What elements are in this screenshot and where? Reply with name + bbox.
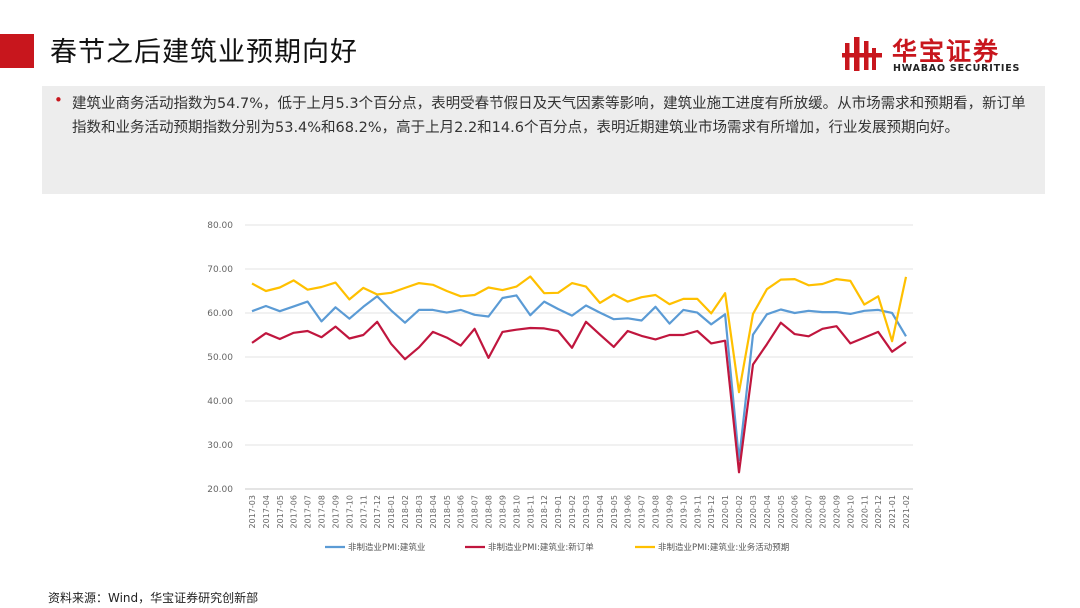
x-tick-label: 2018-08 — [485, 495, 494, 528]
x-tick-label: 2021-01 — [888, 495, 897, 528]
x-tick-label: 2020-03 — [749, 495, 758, 528]
x-tick-label: 2019-06 — [624, 495, 633, 528]
x-tick-label: 2019-08 — [652, 495, 661, 528]
x-tick-label: 2020-02 — [735, 495, 744, 528]
y-tick-label: 20.00 — [207, 485, 233, 495]
legend-label: 非制造业PMI:建筑业:业务活动预期 — [658, 542, 789, 553]
x-tick-label: 2019-11 — [693, 495, 702, 528]
chart-legend: 非制造业PMI:建筑业 非制造业PMI:建筑业:新订单 非制造业PMI:建筑业:业务… — [325, 542, 789, 553]
series-line-1 — [251, 294, 907, 462]
x-tick-label: 2018-04 — [429, 495, 438, 528]
x-tick-label: 2018-10 — [512, 495, 521, 528]
x-tick-label: 2017-05 — [276, 495, 285, 528]
x-tick-label: 2020-05 — [777, 495, 786, 528]
chart-series — [251, 275, 908, 474]
legend-label: 非制造业PMI:建筑业:新订单 — [488, 542, 594, 553]
y-tick-label: 50.00 — [207, 353, 233, 363]
y-axis-ticks: 20.00 30.00 40.00 50.00 60.00 70.00 80.00 — [207, 221, 233, 495]
x-tick-label: 2018-12 — [540, 495, 549, 528]
x-tick-label: 2019-02 — [568, 495, 577, 528]
x-tick-label: 2020-07 — [805, 495, 814, 528]
x-tick-label: 2019-12 — [707, 495, 716, 528]
x-tick-label: 2018-02 — [401, 495, 410, 528]
series-line-3 — [251, 275, 908, 394]
x-tick-label: 2017-11 — [359, 495, 368, 528]
bullet-marker: • — [54, 91, 63, 109]
x-tick-label: 2020-09 — [832, 495, 841, 528]
x-tick-label: 2017-10 — [345, 495, 354, 528]
summary-text: 建筑业商务活动指数为54.7%，低于上月5.3个百分点，表明受春节假日及天气因素… — [72, 96, 1026, 136]
logo-text-cn: 华宝证券 — [892, 37, 1001, 66]
x-tick-label: 2020-08 — [819, 495, 828, 528]
x-tick-label: 2018-06 — [457, 495, 466, 528]
title-accent-bar — [0, 34, 34, 68]
x-axis-ticks: 2017-03 2017-04 2017-05 2017-06 2017-07 2017-… — [248, 495, 911, 528]
x-tick-label: 2020-12 — [874, 495, 883, 528]
y-tick-label: 30.00 — [207, 441, 233, 451]
x-tick-label: 2018-11 — [526, 495, 535, 528]
x-tick-label: 2017-06 — [290, 495, 299, 528]
x-tick-label: 2017-04 — [262, 495, 271, 528]
brand-logo: 华宝证券 HWABAO SECURITIES — [842, 34, 1042, 74]
page-title: 春节之后建筑业预期向好 — [50, 37, 358, 68]
x-tick-label: 2020-01 — [721, 495, 730, 528]
x-tick-label: 2020-11 — [860, 495, 869, 528]
x-tick-label: 2020-04 — [763, 495, 772, 528]
x-tick-label: 2018-07 — [471, 495, 480, 528]
logo-mark-icon — [842, 37, 882, 71]
x-tick-label: 2017-12 — [373, 495, 382, 528]
y-tick-label: 60.00 — [207, 309, 233, 319]
x-tick-label: 2019-04 — [596, 495, 605, 528]
chart-gridlines — [245, 224, 913, 490]
x-tick-label: 2017-09 — [331, 495, 340, 528]
x-tick-label: 2018-09 — [498, 495, 507, 528]
x-tick-label: 2018-01 — [387, 495, 396, 528]
x-tick-label: 2020-06 — [791, 495, 800, 528]
x-tick-label: 2020-10 — [846, 495, 855, 528]
x-tick-label: 2019-03 — [582, 495, 591, 528]
series-line-2 — [251, 320, 907, 474]
x-tick-label: 2019-01 — [554, 495, 563, 528]
x-tick-label: 2018-05 — [443, 495, 452, 528]
x-tick-label: 2017-03 — [248, 495, 257, 528]
source-note: 资料来源：Wind，华宝证券研究创新部 — [48, 591, 259, 605]
logo-text-en: HWABAO SECURITIES — [893, 63, 1021, 74]
x-tick-label: 2019-07 — [638, 495, 647, 528]
x-tick-label: 2021-02 — [902, 495, 911, 528]
summary-box: • 建筑业商务活动指数为54.7%，低于上月5.3个百分点，表明受春节假日及天气… — [42, 86, 1045, 194]
x-tick-label: 2019-09 — [665, 495, 674, 528]
legend-label: 非制造业PMI:建筑业 — [348, 542, 425, 553]
y-tick-label: 70.00 — [207, 265, 233, 275]
x-tick-label: 2019-10 — [679, 495, 688, 528]
x-tick-label: 2018-03 — [415, 495, 424, 528]
y-tick-label: 80.00 — [207, 221, 233, 231]
pmi-line-chart: 20.00 30.00 40.00 50.00 60.00 70.00 80.00 2017… — [207, 221, 913, 553]
x-tick-label: 2017-08 — [318, 495, 327, 528]
y-tick-label: 40.00 — [207, 397, 233, 407]
x-tick-label: 2019-05 — [610, 495, 619, 528]
x-tick-label: 2017-07 — [304, 495, 313, 528]
